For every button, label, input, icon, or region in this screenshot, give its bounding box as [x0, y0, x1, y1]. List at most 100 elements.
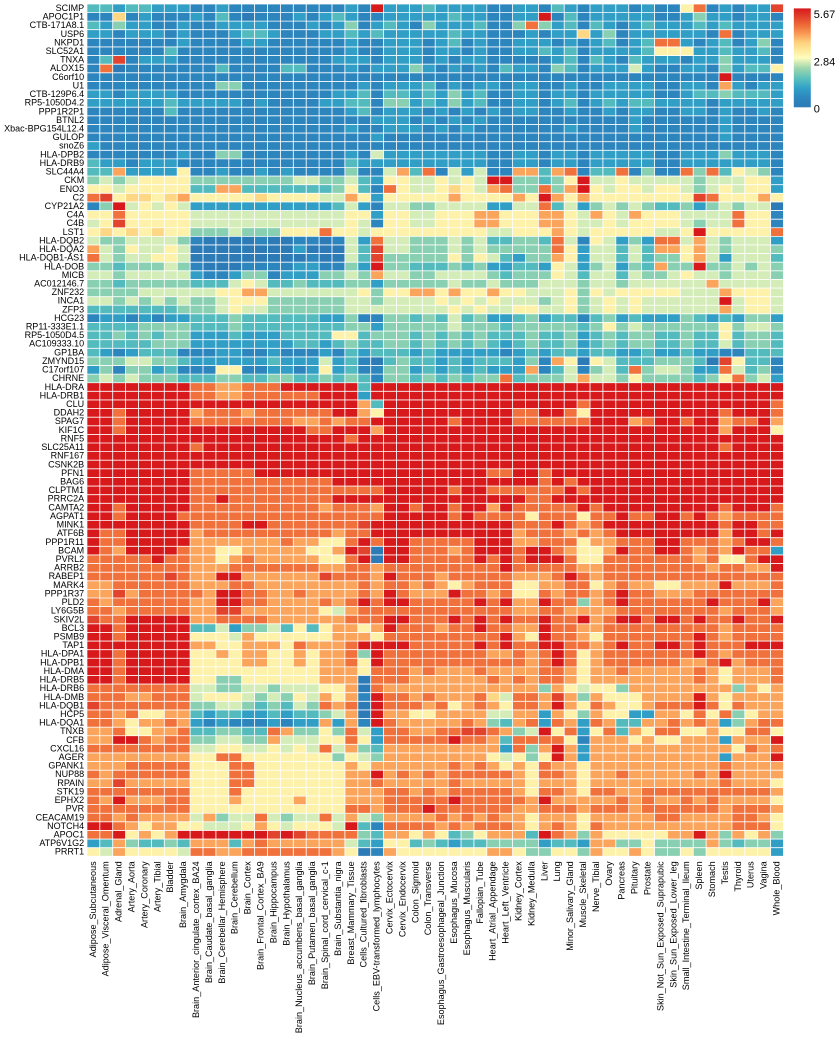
svg-text:LST1: LST1 — [63, 227, 85, 237]
svg-text:Ovary: Ovary — [604, 861, 614, 886]
svg-text:Brain_Hippocampus: Brain_Hippocampus — [268, 861, 278, 943]
svg-text:MICB: MICB — [62, 270, 85, 280]
svg-text:PRRC2A: PRRC2A — [48, 494, 85, 504]
svg-text:Heart_Atrial_Appendage: Heart_Atrial_Appendage — [488, 861, 498, 961]
svg-text:STK19: STK19 — [57, 786, 85, 796]
svg-text:PPP1R37: PPP1R37 — [45, 588, 85, 598]
svg-text:PLD2: PLD2 — [62, 597, 85, 607]
svg-text:Vagina: Vagina — [759, 860, 769, 889]
svg-text:CYP21A2: CYP21A2 — [45, 201, 85, 211]
svg-text:GPANK1: GPANK1 — [48, 761, 84, 771]
svg-text:CKM: CKM — [64, 175, 84, 185]
svg-text:AC109333.10: AC109333.10 — [29, 339, 84, 349]
svg-text:HLA-DQB2: HLA-DQB2 — [39, 235, 84, 245]
svg-text:HLA-DQA2: HLA-DQA2 — [39, 244, 84, 254]
svg-text:PRRT1: PRRT1 — [55, 847, 84, 857]
svg-text:Brain_Amygdala: Brain_Amygdala — [178, 860, 188, 928]
svg-text:Prostate: Prostate — [643, 861, 653, 895]
svg-text:Testis: Testis — [720, 861, 730, 885]
svg-text:HLA-DRB9: HLA-DRB9 — [40, 158, 85, 168]
svg-text:HLA-DRB6: HLA-DRB6 — [40, 683, 85, 693]
svg-text:ENO3: ENO3 — [60, 184, 85, 194]
svg-text:TNXB: TNXB — [60, 726, 84, 736]
svg-text:Breast_Mammary_Tissue: Breast_Mammary_Tissue — [346, 861, 356, 964]
svg-text:NKPD1: NKPD1 — [54, 37, 84, 47]
svg-text:Brain_Putamen_basal_ganglia: Brain_Putamen_basal_ganglia — [307, 860, 317, 985]
svg-text:CTB-129P6.4: CTB-129P6.4 — [30, 89, 85, 99]
svg-text:MINK1: MINK1 — [57, 520, 85, 530]
svg-text:U1: U1 — [73, 80, 85, 90]
svg-text:HLA-DRB1: HLA-DRB1 — [40, 390, 85, 400]
svg-text:Brain_Caudate_basal_ganglia: Brain_Caudate_basal_ganglia — [204, 860, 214, 983]
svg-text:RPAIN: RPAIN — [57, 778, 84, 788]
svg-text:SLC25A11: SLC25A11 — [41, 442, 84, 452]
svg-text:GULOP: GULOP — [53, 132, 85, 142]
svg-text:ATF6B: ATF6B — [57, 528, 84, 538]
svg-text:CHRNE: CHRNE — [52, 373, 84, 383]
svg-text:Adipose_Subcutaneous: Adipose_Subcutaneous — [88, 861, 98, 958]
svg-text:SLC44A4: SLC44A4 — [46, 167, 85, 177]
svg-text:ZNF232: ZNF232 — [52, 287, 85, 297]
svg-text:C2: C2 — [73, 192, 85, 202]
svg-text:EPHX2: EPHX2 — [55, 795, 85, 805]
svg-text:RNF167: RNF167 — [51, 451, 85, 461]
svg-text:Kidney_Medulla: Kidney_Medulla — [526, 860, 536, 926]
svg-text:Bladder: Bladder — [165, 861, 175, 892]
svg-text:Artery_Coronary: Artery_Coronary — [139, 861, 149, 928]
svg-text:Brain_Frontal_Cortex_BA9: Brain_Frontal_Cortex_BA9 — [256, 861, 266, 970]
svg-text:5.67: 5.67 — [814, 9, 835, 21]
svg-text:Brain_Cortex: Brain_Cortex — [243, 861, 253, 915]
svg-text:Artery_Aorta: Artery_Aorta — [127, 860, 137, 912]
svg-text:Pituitary: Pituitary — [630, 861, 640, 894]
svg-text:Adipose_Visceral_Omentum: Adipose_Visceral_Omentum — [101, 861, 111, 976]
svg-text:Brain_Cerebellum: Brain_Cerebellum — [230, 861, 240, 934]
svg-text:PPP1R2P1: PPP1R2P1 — [39, 106, 85, 116]
svg-text:RABEP1: RABEP1 — [49, 571, 85, 581]
svg-text:Colon_Transverse: Colon_Transverse — [423, 861, 433, 935]
svg-text:Pancreas: Pancreas — [617, 861, 627, 900]
svg-text:C6orf10: C6orf10 — [52, 72, 84, 82]
svg-text:0: 0 — [814, 103, 820, 115]
svg-text:Liver: Liver — [539, 861, 549, 881]
svg-text:Uterus: Uterus — [746, 861, 756, 888]
svg-text:Skin_Sun_Exposed_Lower_leg: Skin_Sun_Exposed_Lower_leg — [668, 861, 678, 987]
svg-text:Cells_Cultured_fibroblasts: Cells_Cultured_fibroblasts — [359, 861, 369, 968]
svg-text:PFN1: PFN1 — [61, 468, 84, 478]
svg-text:SKIV2L: SKIV2L — [54, 614, 85, 624]
svg-text:NUP88: NUP88 — [55, 769, 84, 779]
svg-text:RP5-1050D4.2: RP5-1050D4.2 — [25, 98, 85, 108]
svg-text:BTNL2: BTNL2 — [56, 115, 84, 125]
svg-text:BCAM: BCAM — [58, 545, 84, 555]
svg-text:SCIMP: SCIMP — [56, 3, 85, 13]
svg-text:LY6G5B: LY6G5B — [51, 606, 84, 616]
svg-text:Skin_Not_Sun_Exposed_Suprapubi: Skin_Not_Sun_Exposed_Suprapubic — [655, 861, 665, 1011]
svg-text:SLC52A1: SLC52A1 — [46, 46, 85, 56]
svg-text:AGER: AGER — [59, 752, 85, 762]
svg-text:DDAH2: DDAH2 — [54, 408, 85, 418]
svg-text:USP6: USP6 — [61, 29, 85, 39]
svg-text:Muscle_Skeletal: Muscle_Skeletal — [578, 861, 588, 927]
svg-text:PVRL2: PVRL2 — [56, 554, 85, 564]
svg-text:HLA-DRA: HLA-DRA — [45, 382, 85, 392]
svg-text:Brain_Spinal_cord_cervical_c-1: Brain_Spinal_cord_cervical_c-1 — [320, 861, 330, 989]
svg-text:Xbac-BPG154L12.4: Xbac-BPG154L12.4 — [4, 124, 84, 134]
svg-text:HCP5: HCP5 — [60, 709, 84, 719]
svg-text:Colon_Sigmoid: Colon_Sigmoid — [410, 861, 420, 923]
svg-text:ARRB2: ARRB2 — [54, 563, 84, 573]
svg-text:Heart_Left_Ventricle: Heart_Left_Ventricle — [501, 861, 511, 943]
svg-text:ALOX15: ALOX15 — [50, 63, 84, 73]
svg-text:Small_Intestine_Terminal_Ileum: Small_Intestine_Terminal_Ileum — [681, 861, 691, 990]
svg-text:Esophagus_Mucosa: Esophagus_Mucosa — [449, 860, 459, 943]
svg-text:HCG23: HCG23 — [54, 313, 84, 323]
svg-text:Nerve_Tibial: Nerve_Tibial — [591, 861, 601, 912]
svg-text:BCL3: BCL3 — [62, 623, 85, 633]
svg-text:Brain_Substantia_nigra: Brain_Substantia_nigra — [333, 860, 343, 955]
svg-text:NOTCH4: NOTCH4 — [47, 821, 84, 831]
svg-text:Thyroid: Thyroid — [733, 861, 743, 891]
svg-text:Cervix_Endocervix: Cervix_Endocervix — [397, 861, 407, 937]
svg-text:INCA1: INCA1 — [58, 296, 85, 306]
svg-text:Fallopian_Tube: Fallopian_Tube — [475, 861, 485, 923]
svg-text:CXCL16: CXCL16 — [50, 743, 84, 753]
svg-text:Stomach: Stomach — [707, 861, 717, 897]
svg-text:PVR: PVR — [66, 804, 85, 814]
